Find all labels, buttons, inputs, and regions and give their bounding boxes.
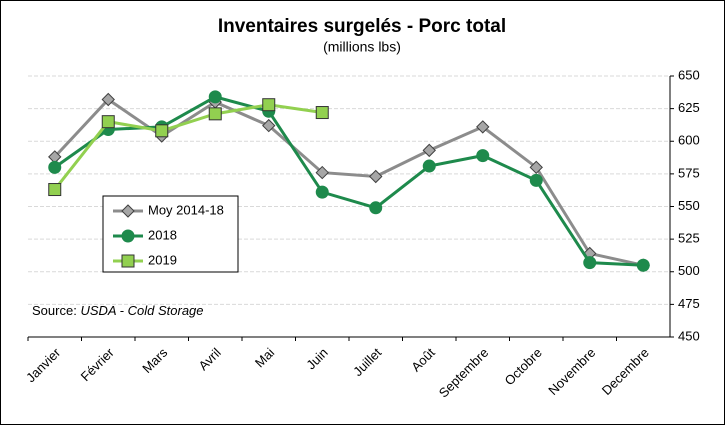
point	[315, 165, 329, 180]
point	[48, 160, 62, 174]
legend-label: 2018	[148, 227, 177, 242]
y-tick-label: 500	[678, 263, 700, 278]
source: Source: USDA - Cold Storage	[32, 303, 204, 318]
chart-subtitle: (millions lbs)	[323, 39, 401, 55]
point	[476, 120, 490, 134]
point	[101, 92, 115, 107]
legend: Moy 2014-18 2018 2019	[102, 195, 239, 273]
y-tick-label: 650	[678, 67, 700, 82]
legend-label: Moy 2014-18	[148, 202, 224, 217]
point	[262, 118, 276, 133]
point	[422, 159, 436, 173]
series-line	[53, 103, 323, 191]
y-tick-label: 625	[678, 100, 700, 115]
point	[636, 258, 650, 272]
series-line	[53, 95, 644, 267]
point	[369, 169, 383, 184]
y-tick-label: 525	[678, 231, 700, 246]
point	[476, 149, 490, 163]
y-tick-label: 600	[678, 133, 700, 148]
point	[208, 90, 222, 104]
y-tick-label: 475	[678, 296, 700, 311]
point	[529, 160, 543, 175]
y-tick-label: 450	[678, 328, 700, 343]
point	[315, 106, 329, 120]
point	[529, 173, 543, 187]
point	[422, 143, 436, 158]
point	[583, 256, 597, 270]
chart-title: Inventaires surgelés - Porc total	[218, 16, 506, 37]
source-label: Source:	[32, 303, 77, 318]
source-text: USDA - Cold Storage	[80, 303, 203, 318]
point	[369, 201, 383, 215]
legend-label: 2019	[148, 252, 177, 267]
y-tick-label: 575	[678, 165, 700, 180]
legend-marker	[121, 204, 135, 218]
point	[262, 98, 276, 112]
point	[315, 185, 329, 199]
point	[101, 115, 115, 129]
point	[208, 107, 222, 121]
y-tick-label: 550	[678, 198, 700, 213]
legend-marker	[121, 229, 135, 243]
point	[48, 183, 62, 197]
legend-marker	[121, 254, 135, 268]
point	[155, 124, 169, 138]
